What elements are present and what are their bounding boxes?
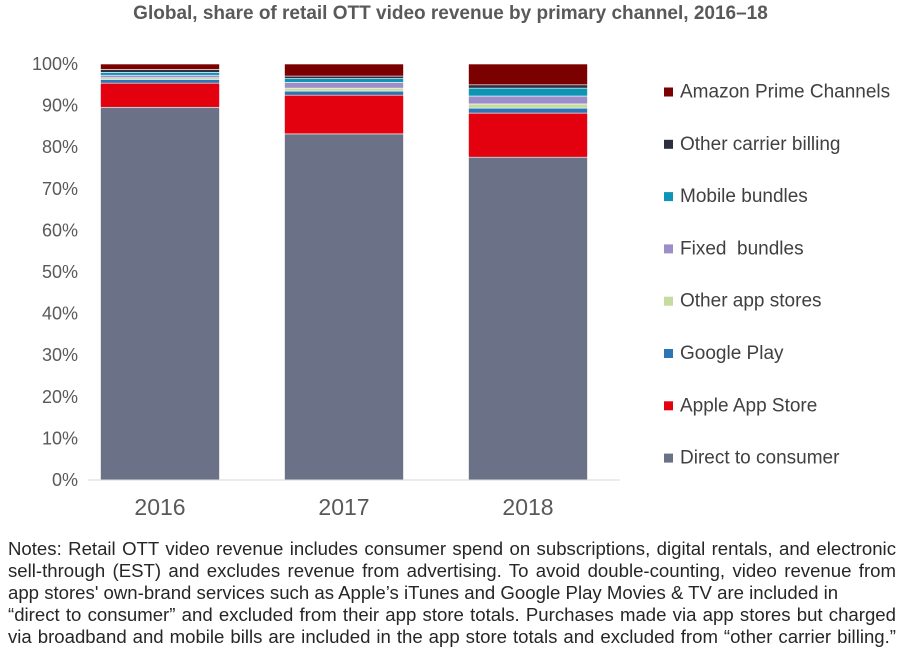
notes-line-4: “direct to consumer” and excluded from t… xyxy=(8,604,896,625)
y-tick-label: 60% xyxy=(42,220,78,240)
legend-label: Apple App Store xyxy=(680,395,817,416)
legend-swatch xyxy=(664,139,673,149)
legend-swatch xyxy=(664,401,673,411)
bar-segment-amazon-prime-channels-2017 xyxy=(284,63,404,77)
x-tick-label: 2016 xyxy=(134,494,185,520)
bar-segment-google-play-2017 xyxy=(284,90,404,96)
legend-label: Google Play xyxy=(680,343,784,364)
legend-swatch xyxy=(664,296,673,306)
legend-item-apple-app-store: Apple App Store xyxy=(664,395,817,416)
bar-segment-direct-to-consumer-2017 xyxy=(284,133,404,481)
legend-item-amazon-prime-channels: Amazon Prime Channels xyxy=(664,82,890,103)
bars xyxy=(100,63,588,481)
bar-segment-fixed-bundles-2017 xyxy=(284,82,404,89)
bar-segment-other-carrier-billing-2017 xyxy=(284,75,404,79)
bar-segment-mobile-bundles-2018 xyxy=(468,87,588,97)
legend-swatch xyxy=(664,349,673,358)
bar-2017 xyxy=(284,63,404,481)
bar-segment-direct-to-consumer-2018 xyxy=(468,156,588,481)
legend-swatch xyxy=(664,244,673,254)
bar-segment-amazon-prime-channels-2018 xyxy=(468,63,588,86)
bar-segment-mobile-bundles-2017 xyxy=(284,78,404,83)
y-tick-label: 30% xyxy=(42,345,78,365)
bar-segment-apple-app-store-2018 xyxy=(468,112,588,158)
chart-notes: Notes: Retail OTT video revenue includes… xyxy=(8,538,896,648)
stacked-bar-chart: 0%10%20%30%40%50%60%70%80%90%100%2016 201… xyxy=(32,54,890,520)
legend-item-mobile-bundles: Mobile bundles xyxy=(664,186,808,207)
notes-line-3: app stores' own-brand services such as A… xyxy=(8,582,839,603)
x-tick-label: 2018 xyxy=(502,494,553,520)
y-tick-label: 40% xyxy=(42,304,78,324)
bar-segment-direct-to-consumer-2016 xyxy=(100,106,220,481)
y-tick-label: 0% xyxy=(52,470,78,490)
bar-segment-other-carrier-billing-2018 xyxy=(468,84,588,89)
bar-segment-google-play-2016 xyxy=(100,79,220,84)
legend-item-other-carrier-billing: Other carrier billing xyxy=(664,134,841,155)
notes-line-2: sell-through (EST) and excludes revenue … xyxy=(8,560,896,581)
legend-label: Direct to consumer xyxy=(680,448,840,469)
y-tick-label: 10% xyxy=(42,428,78,448)
legend-label: Mobile bundles xyxy=(680,186,808,207)
chart-title: Global, share of retail OTT video revenu… xyxy=(133,3,768,24)
y-tick-label: 90% xyxy=(42,96,78,116)
notes-line-5: via broadband and mobile bills are inclu… xyxy=(8,626,896,647)
bar-segment-apple-app-store-2016 xyxy=(100,82,220,108)
y-tick-label: 20% xyxy=(42,387,78,407)
bar-segment-fixed-bundles-2016 xyxy=(100,74,220,79)
legend-swatch xyxy=(664,453,673,463)
y-tick-label: 50% xyxy=(42,262,78,282)
legend-swatch xyxy=(664,87,673,97)
bar-segment-google-play-2018 xyxy=(468,107,588,114)
legend-swatch xyxy=(664,192,673,202)
x-tick-label: 2017 xyxy=(318,494,369,520)
bar-segment-other-app-stores-2017 xyxy=(284,87,404,92)
bar-segment-apple-app-store-2017 xyxy=(284,94,404,135)
legend-label: Fixed bundles xyxy=(680,238,804,259)
bar-segment-fixed-bundles-2018 xyxy=(468,95,588,105)
legend-label: Other carrier billing xyxy=(680,134,841,155)
legend-item-google-play: Google Play xyxy=(664,343,784,364)
y-tick-label: 100% xyxy=(32,54,78,74)
bar-2018 xyxy=(468,63,588,481)
y-axis: 0% 10% 20% 30% 40% 50% 60% 70% 80% 90% 100% xyxy=(32,54,78,490)
legend-item-other-app-stores: Other app stores xyxy=(664,291,822,312)
legend-label: Other app stores xyxy=(680,291,822,312)
bar-segment-other-app-stores-2018 xyxy=(468,103,588,109)
y-tick-label: 70% xyxy=(42,179,78,199)
y-tick-label: 80% xyxy=(42,137,78,157)
legend-item-fixed-bundles: Fixed bundles xyxy=(664,238,804,259)
legend-item-direct-to-consumer: Direct to consumer xyxy=(664,448,840,469)
legend-label: Amazon Prime Channels xyxy=(680,82,890,103)
notes-line-1: Notes: Retail OTT video revenue includes… xyxy=(8,538,896,559)
bar-segment-mobile-bundles-2016 xyxy=(100,72,220,76)
bar-segment-amazon-prime-channels-2016 xyxy=(100,63,220,70)
x-axis: 2016 2017 2018 xyxy=(134,494,553,520)
bar-segment-other-carrier-billing-2016 xyxy=(100,69,220,73)
legend: Amazon Prime Channels Other carrier billi… xyxy=(664,82,890,469)
bar-2016 xyxy=(100,63,220,481)
